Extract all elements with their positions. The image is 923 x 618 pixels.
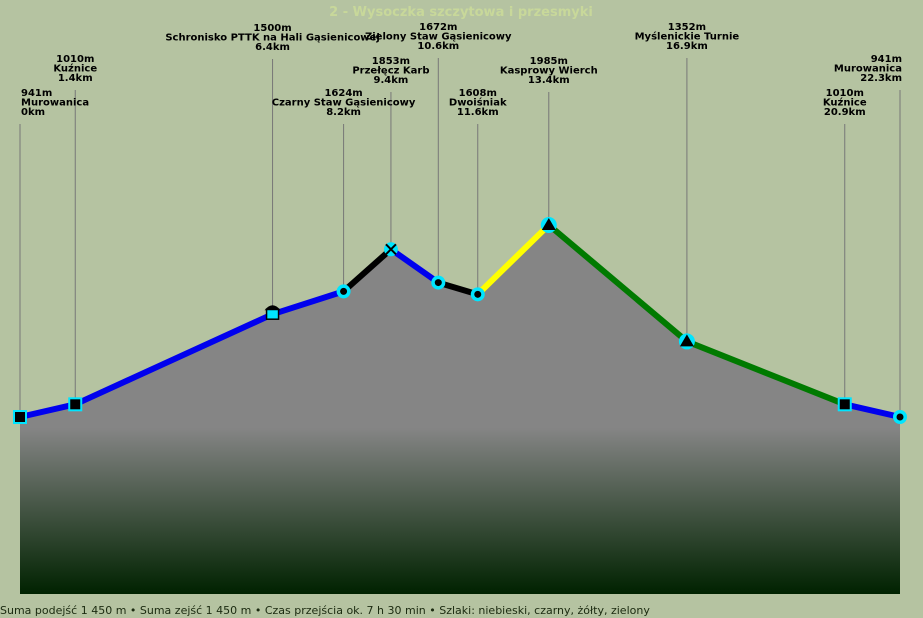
track-segment-blue — [72, 311, 276, 408]
waypoint-name-label: Czarny Staw Gąsienicowy — [272, 98, 416, 109]
square-marker — [70, 399, 81, 410]
waypoint-name-label: Dwoiśniak — [449, 97, 507, 109]
track-segment-blue — [17, 401, 79, 420]
distance-label: 10.6km — [417, 41, 459, 52]
elevation-label: 1010m — [56, 54, 94, 65]
track-segment-blue — [269, 288, 347, 318]
track-segment-blue — [841, 401, 903, 420]
waypoint-name-label: Myślenickie Turnie — [635, 31, 740, 43]
elevation-label: 941m — [21, 88, 52, 99]
square-marker — [839, 399, 850, 410]
distance-label: 0km — [21, 107, 45, 118]
elevation-label: 1010m — [826, 88, 864, 99]
waypoint-name-label: Zielony Staw Gąsienicowy — [365, 32, 512, 43]
distance-label: 16.9km — [666, 41, 708, 52]
waypoint-name-label: Kuźnice — [53, 63, 97, 75]
waypoint-marker — [470, 287, 485, 302]
waypoint-marker — [678, 333, 695, 350]
circle-marker — [434, 279, 442, 287]
distance-label: 1.4km — [58, 73, 93, 84]
track-segment-green — [545, 222, 690, 345]
elevation-label: 1500m — [253, 23, 291, 34]
circle-marker — [896, 413, 904, 421]
circle-marker — [340, 287, 348, 295]
triangle-marker — [541, 218, 556, 230]
waypoint-name-label: Murowanica — [21, 98, 89, 109]
triangle-marker — [679, 334, 694, 347]
waypoint-name-label: Kasprowy Wierch — [500, 66, 598, 77]
hut-roof-icon — [264, 305, 281, 311]
waypoint-name-label: Kuźnice — [823, 97, 867, 109]
elevation-label: 1985m — [530, 56, 568, 67]
waypoint-marker — [68, 397, 83, 412]
waypoint-marker — [540, 217, 557, 233]
waypoint-marker — [13, 410, 27, 424]
elevation-label: 1624m — [324, 88, 362, 99]
distance-label: 9.4km — [374, 75, 409, 86]
waypoint-marker — [893, 410, 907, 424]
cross-marker — [385, 243, 397, 255]
distance-label: 20.9km — [824, 107, 866, 118]
waypoint-marker — [383, 242, 398, 257]
track-segment-blue — [387, 246, 442, 286]
elevation-label: 1352m — [668, 22, 706, 33]
distance-label: 22.3km — [860, 73, 902, 84]
circle-marker — [474, 290, 482, 298]
track-segment-green — [683, 338, 848, 408]
square-marker — [15, 412, 25, 422]
track-segment-black — [340, 246, 394, 295]
chart-title: 2 - Wysoczka szczytowa i przesmyki — [329, 5, 593, 20]
elevation-label: 1672m — [419, 22, 457, 33]
waypoint-name-label: Przełęcz Karb — [352, 66, 429, 77]
chart-footer: Suma podejść 1 450 m • Suma zejść 1 450 … — [0, 604, 650, 617]
waypoint-name-label: Schronisko PTTK na Hali Gąsienicowej — [165, 33, 379, 44]
track-segment-yellow — [474, 222, 552, 298]
waypoint-marker — [837, 397, 852, 412]
elevation-label: 1608m — [459, 88, 497, 99]
distance-label: 11.6km — [457, 107, 499, 118]
distance-label: 8.2km — [326, 107, 361, 118]
distance-label: 6.4km — [255, 42, 290, 53]
waypoint-name-label: Murowanica — [834, 64, 902, 75]
profile-area — [20, 225, 900, 594]
waypoint-marker — [431, 275, 446, 290]
distance-label: 13.4km — [528, 75, 570, 86]
waypoint-marker — [264, 305, 281, 320]
hut-marker — [265, 308, 280, 320]
elevation-label: 1853m — [372, 56, 410, 67]
elevation-label: 941m — [871, 54, 902, 65]
waypoint-marker — [336, 284, 351, 299]
